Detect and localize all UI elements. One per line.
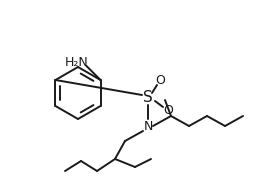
Text: S: S [143,90,153,105]
Text: H₂N: H₂N [65,57,88,69]
Text: O: O [163,104,173,116]
Text: O: O [155,74,165,87]
Text: N: N [143,120,153,132]
